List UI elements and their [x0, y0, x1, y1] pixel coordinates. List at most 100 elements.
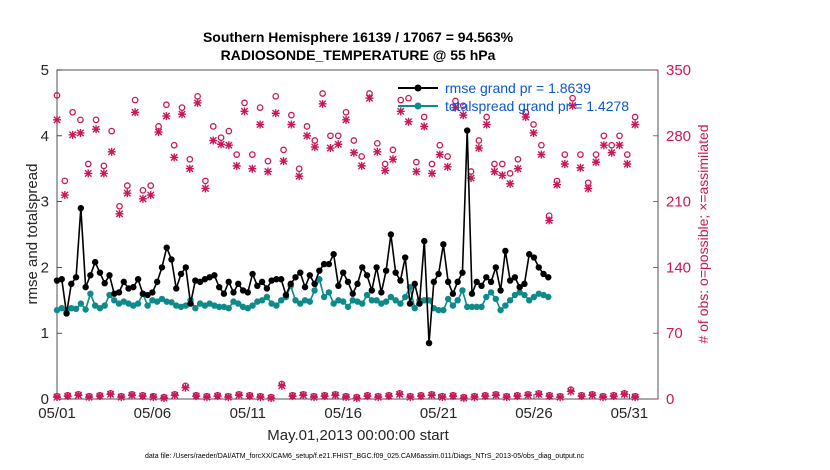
obs-possible-marker: [319, 90, 326, 97]
obs-assimilated-star: [349, 148, 358, 157]
obs-possible-marker: [92, 116, 100, 124]
obs-assimilated-star: [192, 392, 201, 401]
obs-assimilated-marker: [99, 169, 108, 178]
rmse-point: [254, 282, 261, 290]
obs-assimilated-marker: [271, 109, 280, 118]
obs-assimilated-star: [556, 393, 565, 402]
totalspread-point: [459, 287, 466, 294]
obs-assimilated-marker: [374, 393, 383, 402]
obs-assimilated-star: [85, 393, 94, 402]
rmse-point: [292, 274, 299, 281]
obs-assimilated-star: [60, 191, 69, 200]
rmse-point: [82, 283, 89, 291]
obs-assimilated-marker: [177, 110, 186, 119]
obs-possible-marker: [561, 151, 569, 158]
totalspread-point: [454, 297, 461, 304]
totalspread-point: [373, 297, 380, 304]
rmse-point: [325, 260, 333, 268]
obs-assimilated-marker: [490, 167, 499, 176]
rmse-point: [416, 300, 423, 307]
obs-possible-marker: [272, 92, 280, 100]
obs-assimilated-star: [256, 120, 265, 129]
totalspread-point: [87, 290, 94, 297]
obs-assimilated-marker: [491, 391, 500, 400]
obs-possible-marker: [256, 104, 264, 111]
obs-assimilated-star: [342, 115, 351, 124]
totalspread-point: [511, 291, 519, 299]
rmse-point: [521, 280, 528, 288]
obs-assimilated-marker: [309, 393, 318, 402]
totalspread-point: [483, 293, 490, 301]
obs-assimilated-marker: [395, 390, 404, 399]
obs-assimilated-marker: [85, 393, 94, 402]
obs-assimilated-star: [352, 394, 361, 403]
obs-assimilated-star: [267, 394, 276, 403]
rmse-point: [173, 285, 180, 292]
obs-assimilated-star: [435, 150, 444, 159]
totalspread-point: [249, 302, 256, 309]
obs-possible-marker: [428, 160, 436, 168]
obs-assimilated-star: [309, 393, 318, 402]
obs-possible-marker: [444, 153, 451, 160]
obs-assimilated-marker: [318, 99, 327, 108]
obs-assimilated-marker: [506, 179, 515, 188]
obs-assimilated-marker: [256, 393, 265, 402]
rmse-point: [258, 278, 266, 286]
rmse-point: [354, 280, 361, 288]
obs-assimilated-star: [213, 392, 222, 401]
obs-assimilated-star: [170, 391, 179, 400]
obs-possible-marker: [100, 162, 108, 170]
obs-assimilated-marker: [502, 393, 511, 402]
obs-assimilated-marker: [181, 383, 190, 392]
obs-assimilated-star: [373, 147, 382, 156]
obs-assimilated-star: [481, 392, 490, 401]
rmse-point: [120, 278, 127, 286]
obs-assimilated-star: [498, 171, 507, 180]
rmse-point: [101, 279, 108, 287]
obs-possible-marker: [538, 141, 545, 149]
obs-possible-marker: [233, 151, 241, 158]
obs-assimilated-star: [599, 141, 608, 150]
totalspread-point: [545, 293, 552, 301]
obs-assimilated-star: [566, 387, 575, 396]
obs-assimilated-marker: [213, 392, 222, 401]
obs-possible-marker: [577, 151, 584, 158]
obs-assimilated-marker: [588, 391, 597, 400]
rmse-point: [163, 244, 170, 251]
obs-assimilated-marker: [192, 392, 201, 401]
obs-assimilated-marker: [209, 136, 218, 145]
y-axis-label: rmse and totalspread: [24, 164, 41, 305]
obs-possible-marker: [342, 108, 350, 116]
totalspread-point: [330, 300, 337, 307]
rmse-point: [363, 272, 371, 279]
totalspread-point: [411, 304, 418, 312]
x-tick-label: 05/06: [134, 405, 172, 422]
obs-possible-marker: [53, 92, 61, 99]
totalspread-point: [258, 297, 266, 304]
rmse-point: [301, 283, 309, 291]
rmse-point: [497, 287, 504, 294]
obs-assimilated-star: [232, 161, 241, 170]
obs-assimilated-marker: [342, 115, 351, 124]
series-lines: [53, 127, 552, 347]
obs-assimilated-marker: [138, 194, 147, 203]
rmse-point: [478, 282, 485, 290]
legend-rmse-label: rmse grand pr = 1.8639: [445, 80, 591, 96]
obs-assimilated-marker: [615, 141, 624, 150]
y-tick-label: 0: [41, 391, 49, 408]
obs-assimilated-star: [631, 393, 640, 402]
obs-assimilated-marker: [162, 112, 171, 121]
obs-assimilated-marker: [295, 172, 304, 181]
rmse-point: [535, 264, 542, 271]
obs-possible-marker: [420, 113, 428, 121]
obs-assimilated-marker: [288, 392, 297, 401]
rmse-point: [330, 251, 337, 258]
rmse-point: [339, 269, 347, 276]
rmse-point: [335, 282, 342, 290]
obs-assimilated-marker: [534, 390, 543, 399]
obs-assimilated-marker: [384, 392, 393, 401]
rmse-point: [530, 254, 538, 261]
rmse-point: [464, 127, 471, 134]
obs-assimilated-marker: [232, 161, 241, 170]
obs-assimilated-star: [53, 393, 61, 402]
